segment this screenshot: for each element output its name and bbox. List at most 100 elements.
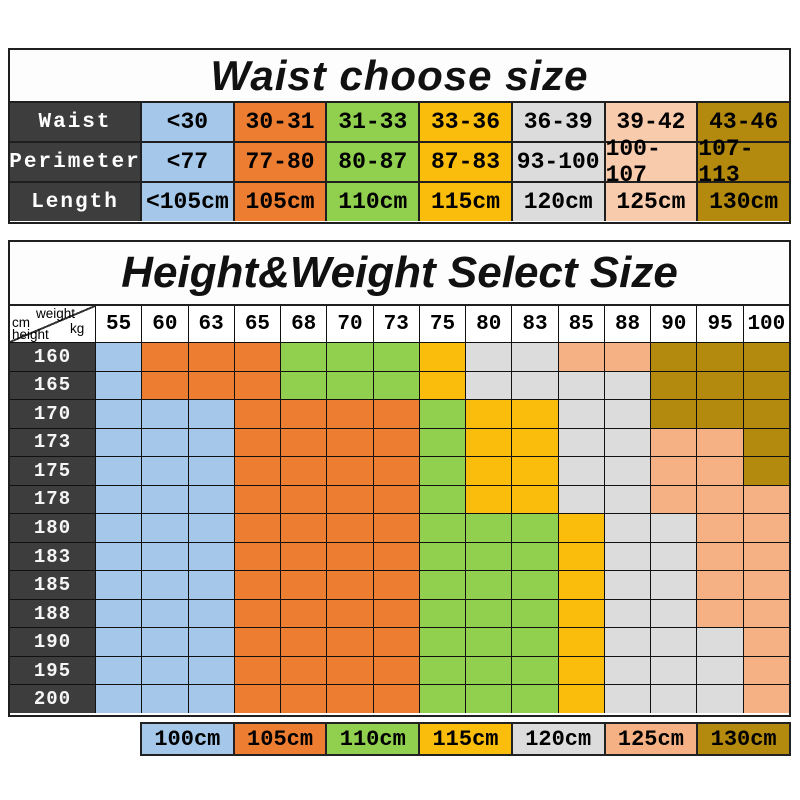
waist-value-cell: <77 <box>142 143 233 181</box>
size-cell <box>419 457 466 485</box>
size-cell <box>604 343 651 371</box>
size-cell <box>188 371 234 400</box>
corner-height-label: height <box>12 327 49 342</box>
waist-value-cell: 110cm <box>327 183 419 221</box>
height-header-cell: 175 <box>10 457 95 485</box>
size-cell <box>327 571 373 599</box>
size-cell <box>558 656 604 685</box>
weight-header-cell: 60 <box>142 306 188 342</box>
corner-kg-label: kg <box>70 321 85 336</box>
height-header-cell: 178 <box>10 485 95 514</box>
size-cell <box>604 628 651 656</box>
height-weight-table-title: Height&Weight Select Size <box>10 242 789 304</box>
size-cell <box>512 371 558 400</box>
size-cell <box>604 542 651 571</box>
size-cell <box>96 400 142 428</box>
size-cell <box>466 599 512 628</box>
legend-cell: 120cm <box>512 724 604 754</box>
waist-row-header: Waist <box>10 103 140 141</box>
size-cell <box>466 628 512 656</box>
size-cell <box>558 628 604 656</box>
size-cell <box>96 428 142 457</box>
legend-cell: 100cm <box>142 724 233 754</box>
size-cell <box>651 400 697 428</box>
size-cell <box>234 371 281 400</box>
weight-header-cell: 88 <box>604 306 651 342</box>
size-cell <box>697 599 743 628</box>
size-cell <box>558 599 604 628</box>
waist-value-cell: 130cm <box>698 183 789 221</box>
waist-value-cell: <105cm <box>142 183 233 221</box>
waist-value-cell: 31-33 <box>327 103 419 141</box>
waist-value-cell: 125cm <box>605 183 697 221</box>
size-cell <box>373 514 419 542</box>
size-cell <box>651 599 697 628</box>
waist-value-cell: 115cm <box>420 183 511 221</box>
size-cell <box>604 457 651 485</box>
size-cell <box>373 628 419 656</box>
height-header-cell: 185 <box>10 571 95 599</box>
size-cell <box>327 656 373 685</box>
size-cell <box>558 542 604 571</box>
size-cell <box>142 514 188 542</box>
size-cell <box>188 542 234 571</box>
weight-header-cell: 68 <box>281 306 327 342</box>
waist-value-cell: 80-87 <box>327 143 419 181</box>
size-cell <box>466 400 512 428</box>
waist-value-cell: 100-107 <box>605 136 697 188</box>
size-cell <box>281 599 327 628</box>
size-cell <box>234 542 281 571</box>
matrix-corner-cell: weight kg cm height <box>10 306 95 342</box>
weight-header-cell: 83 <box>512 306 558 342</box>
size-cell <box>743 628 789 656</box>
size-cell <box>651 571 697 599</box>
legend-cell: 125cm <box>605 724 697 754</box>
waist-table-grid: Waist <30 30-31 31-33 33-36 36-39 39-42 43-46 Pe… <box>9 101 789 221</box>
size-cell <box>697 400 743 428</box>
size-cell <box>651 685 697 713</box>
size-cell <box>512 542 558 571</box>
height-header-cell: 160 <box>10 343 95 371</box>
waist-value-cell: <30 <box>142 103 233 141</box>
size-cell <box>373 599 419 628</box>
size-cell <box>234 685 281 713</box>
size-cell <box>188 599 234 628</box>
size-cell <box>743 571 789 599</box>
size-cell <box>188 628 234 656</box>
size-cell <box>466 343 512 371</box>
waist-value-cell: 93-100 <box>512 143 604 181</box>
size-cell <box>743 542 789 571</box>
size-cell <box>466 514 512 542</box>
size-cell <box>281 685 327 713</box>
size-cell <box>743 343 789 371</box>
size-cell <box>604 514 651 542</box>
weight-header-cell: 73 <box>373 306 419 342</box>
waist-value-cell: 39-42 <box>605 103 697 141</box>
height-weight-grid: weight kg cm height 55 60 63 65 68 70 73 75 80 83… <box>10 304 789 713</box>
size-cell <box>234 343 281 371</box>
weight-header-cell: 65 <box>234 306 281 342</box>
size-cell <box>373 571 419 599</box>
size-cell <box>327 400 373 428</box>
size-cell <box>96 514 142 542</box>
size-cell <box>697 514 743 542</box>
weight-header-cell: 63 <box>188 306 234 342</box>
size-cell <box>604 371 651 400</box>
size-cell <box>558 428 604 457</box>
legend-cell: 110cm <box>327 724 419 754</box>
size-cell <box>419 542 466 571</box>
size-cell <box>327 628 373 656</box>
size-cell <box>697 571 743 599</box>
size-cell <box>743 656 789 685</box>
size-cell <box>373 542 419 571</box>
size-cell <box>651 371 697 400</box>
size-cell <box>419 599 466 628</box>
size-cell <box>96 542 142 571</box>
size-cell <box>327 599 373 628</box>
size-cell <box>419 685 466 713</box>
size-cell <box>558 457 604 485</box>
size-cell <box>234 485 281 514</box>
size-cell <box>96 485 142 514</box>
size-cell <box>651 457 697 485</box>
size-cell <box>327 371 373 400</box>
